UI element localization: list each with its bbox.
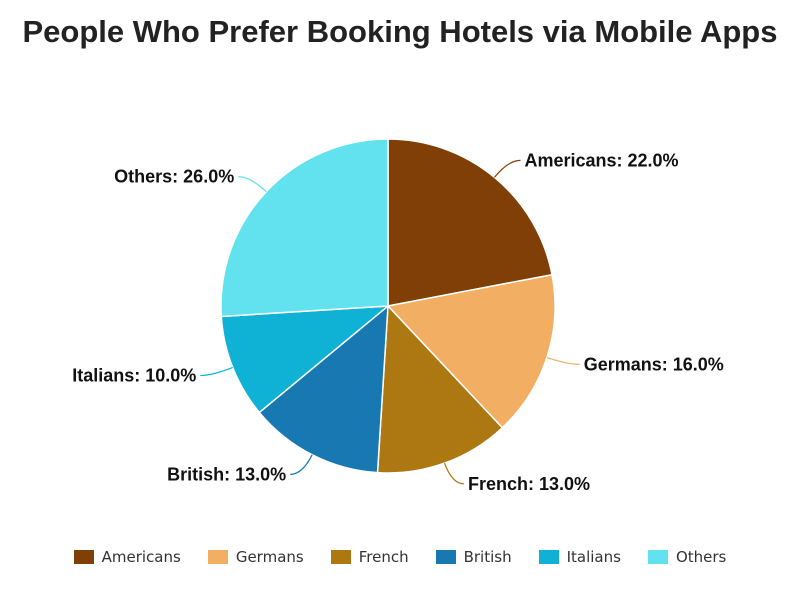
pie-slice-french[interactable]	[376, 304, 504, 474]
pie-slice-others[interactable]	[220, 138, 389, 318]
connector-italians	[200, 366, 233, 377]
legend-item-germans[interactable]: Germans	[207, 548, 304, 566]
legend-swatch-germans	[207, 550, 228, 564]
connector-british	[290, 454, 313, 475]
slice-label-others: Others: 26.0%	[114, 167, 234, 187]
legend-swatch-french	[330, 550, 351, 564]
slice-label-americans: Americans: 22.0%	[524, 150, 678, 170]
legend: Americans Germans French British Italians Oth…	[0, 548, 800, 566]
slice-label-british: British: 13.0%	[167, 464, 286, 484]
legend-swatch-italians	[538, 550, 559, 564]
slice-label-germans: Germans: 16.0%	[584, 354, 724, 374]
legend-swatch-british	[435, 550, 456, 564]
legend-item-british[interactable]: British	[435, 548, 512, 566]
connector-americans	[493, 159, 521, 178]
legend-label-italians: Italians	[566, 548, 621, 566]
connector-french	[444, 462, 465, 485]
slice-labels: Americans: 22.0% Germans: 16.0% French: 13…	[72, 150, 724, 493]
legend-item-italians[interactable]: Italians	[538, 548, 621, 566]
connector-germans	[546, 357, 580, 366]
legend-label-others: Others	[675, 548, 727, 566]
legend-label-germans: Germans	[235, 548, 304, 566]
legend-label-americans: Americans	[101, 548, 181, 566]
label-connectors	[200, 159, 580, 485]
slice-label-italians: Italians: 10.0%	[72, 366, 196, 386]
pie-slices	[220, 138, 556, 474]
connector-others	[238, 176, 267, 193]
legend-label-french: French	[358, 548, 409, 566]
legend-item-americans[interactable]: Americans	[73, 548, 181, 566]
legend-item-others[interactable]: Others	[647, 548, 727, 566]
pie-slice-italians[interactable]	[220, 305, 391, 414]
legend-swatch-others	[647, 550, 668, 564]
pie-slice-british[interactable]	[258, 304, 389, 474]
legend-label-british: British	[463, 548, 512, 566]
chart-title: People Who Prefer Booking Hotels via Mob…	[22, 14, 778, 49]
slice-label-french: French: 13.0%	[468, 474, 590, 494]
legend-item-french[interactable]: French	[330, 548, 409, 566]
legend-swatch-americans	[73, 550, 94, 564]
